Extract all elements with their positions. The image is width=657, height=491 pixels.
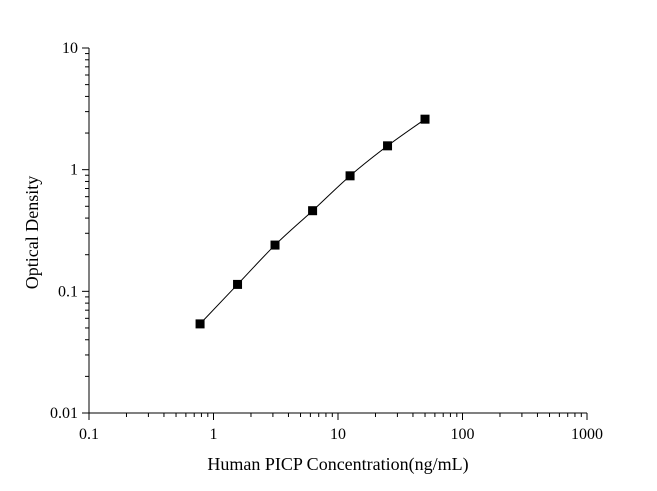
y-tick-label: 0.01 [50, 405, 78, 422]
tick-marks [82, 47, 588, 420]
x-tick-label: 1 [210, 426, 218, 443]
data-point [345, 171, 355, 181]
data-point [233, 279, 243, 289]
x-axis-label: Human PICP Concentration(ng/mL) [207, 454, 468, 475]
data-points [195, 114, 430, 329]
data-point [383, 141, 393, 151]
axes [88, 48, 587, 414]
x-tick-label: 0.1 [79, 426, 99, 443]
x-tick-label: 100 [451, 426, 475, 443]
y-tick-label: 0.1 [58, 283, 78, 300]
data-point [420, 114, 430, 124]
y-axis-label: Optical Density [22, 176, 42, 289]
y-tick-label: 10 [62, 40, 78, 57]
data-point [270, 240, 280, 250]
x-tick-label: 10 [330, 426, 346, 443]
x-tick-label: 1000 [571, 426, 603, 443]
y-tick-label: 1 [70, 162, 78, 179]
data-point [195, 319, 205, 329]
data-point [308, 206, 318, 216]
